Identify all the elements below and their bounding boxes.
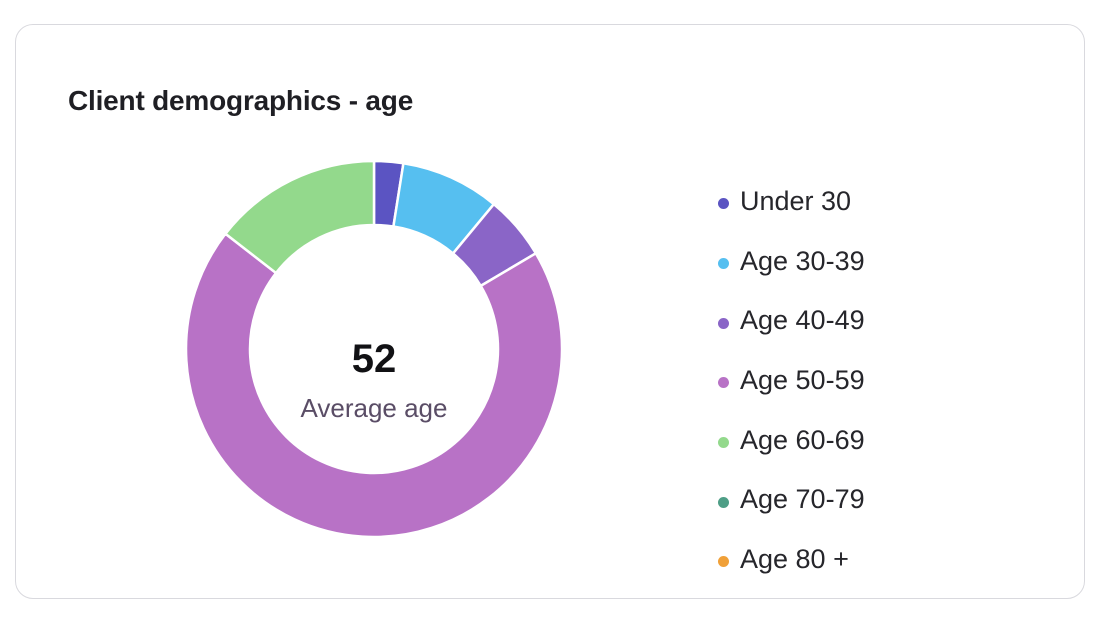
legend-item-age-70-79[interactable]: Age 70-79 <box>718 469 865 529</box>
chart-legend: Under 30 Age 30-39 Age 40-49 Age 50-59 Age 6… <box>718 171 865 589</box>
card-title: Client demographics - age <box>68 85 414 116</box>
average-age-label: Average age <box>300 393 448 423</box>
legend-label: Age 60-69 <box>740 424 865 455</box>
legend-item-under-30[interactable]: Under 30 <box>718 171 865 231</box>
donut-chart <box>186 161 562 537</box>
legend-swatch-icon <box>718 437 729 449</box>
legend-item-age-50-59[interactable]: Age 50-59 <box>718 350 865 410</box>
slice-age-60-69[interactable] <box>224 161 376 275</box>
legend-label: Age 50-59 <box>740 364 865 395</box>
legend-label: Age 40-49 <box>740 305 865 336</box>
legend-swatch-icon <box>718 377 729 389</box>
legend-label: Age 80 + <box>740 543 849 574</box>
legend-swatch-icon <box>718 317 729 329</box>
slice-age-50-59[interactable] <box>186 232 562 537</box>
legend-label: Age 70-79 <box>740 484 865 515</box>
legend-item-age-60-69[interactable]: Age 60-69 <box>718 410 865 470</box>
legend-swatch-icon <box>718 258 729 270</box>
legend-label: Under 30 <box>740 185 852 216</box>
legend-swatch-icon <box>718 556 729 568</box>
legend-label: Age 30-39 <box>740 245 865 276</box>
legend-item-age-40-49[interactable]: Age 40-49 <box>718 290 865 350</box>
legend-swatch-icon <box>718 198 729 210</box>
legend-item-age-30-39[interactable]: Age 30-39 <box>718 231 865 291</box>
demographics-card: Client demographics - age 52 Average age… <box>15 24 1085 599</box>
legend-item-age-80[interactable]: Age 80 + <box>718 529 865 589</box>
legend-swatch-icon <box>718 496 729 508</box>
average-age-value: 52 <box>351 337 397 381</box>
